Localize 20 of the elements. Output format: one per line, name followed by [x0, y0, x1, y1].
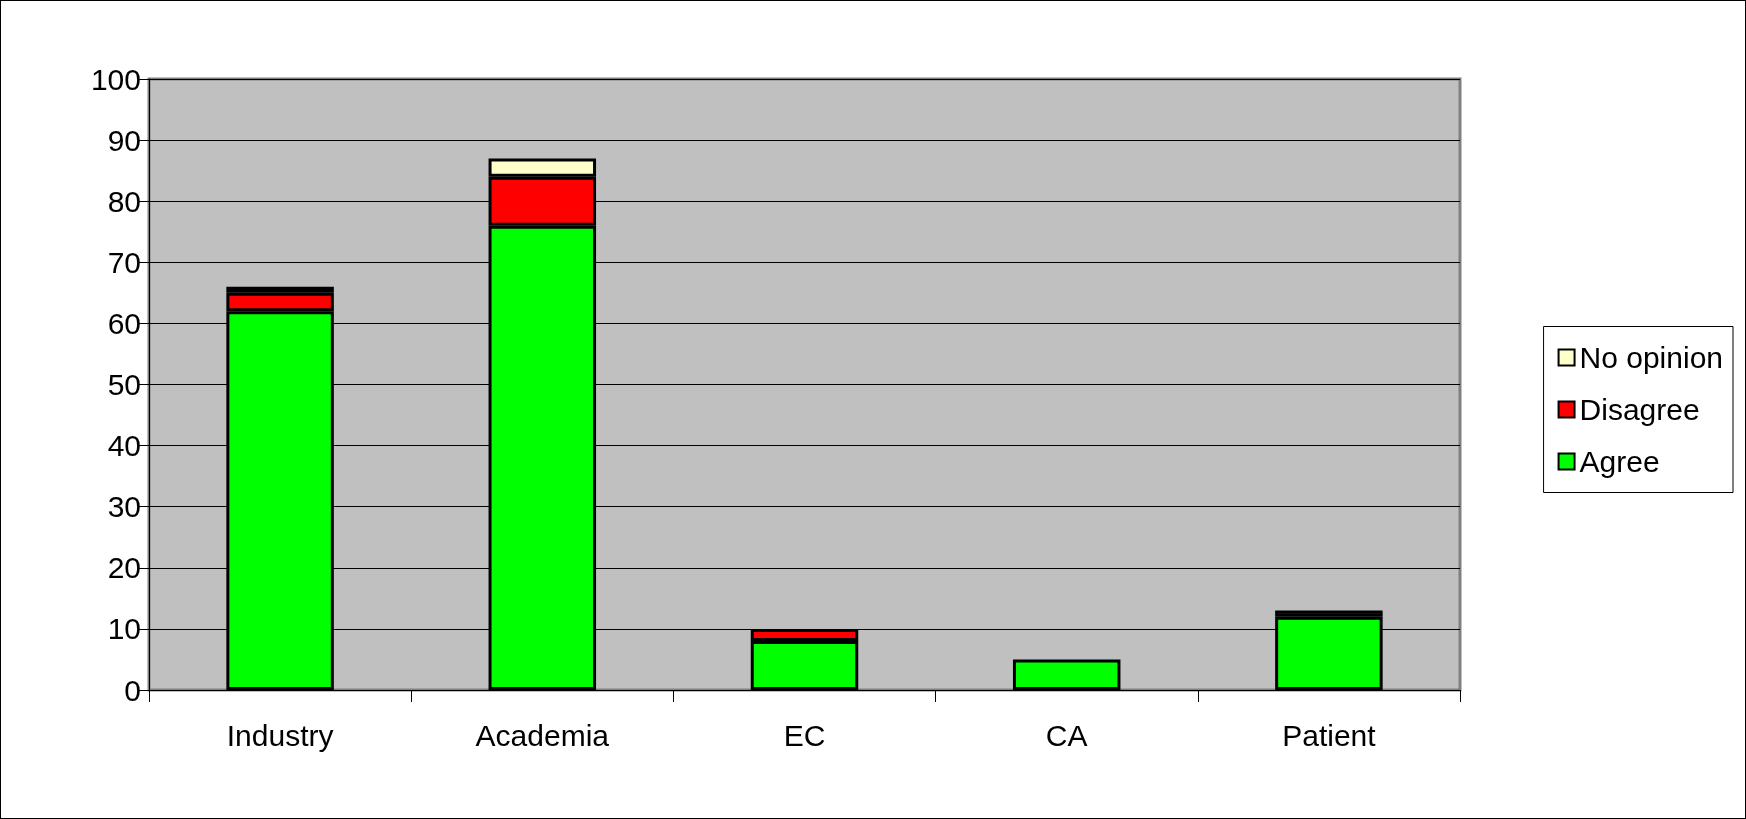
- y-tick-label: 70: [107, 245, 141, 279]
- y-tick-label: 40: [107, 429, 141, 463]
- x-tick-label: CA: [1045, 718, 1088, 752]
- y-tick-label: 50: [107, 368, 141, 401]
- legend-label: No opinion: [1579, 341, 1723, 374]
- y-tick-label: 30: [107, 490, 141, 524]
- y-tick-label: 80: [107, 184, 141, 218]
- y-tick-label: 60: [107, 306, 141, 340]
- legend-label: Agree: [1579, 445, 1660, 478]
- x-tick-label: Industry: [226, 718, 334, 752]
- y-tick-label: 0: [124, 673, 141, 707]
- legend-label: Disagree: [1579, 393, 1700, 426]
- y-tick-label: 100: [90, 62, 141, 96]
- x-tick-label: Patient: [1282, 718, 1377, 752]
- y-tick-label: 20: [107, 551, 141, 585]
- y-tick-label: 90: [107, 123, 141, 157]
- x-tick-label: EC: [783, 718, 826, 752]
- bar: [1012, 659, 1121, 690]
- y-tick-label: 10: [107, 612, 141, 646]
- x-tick-label: Academia: [475, 718, 610, 752]
